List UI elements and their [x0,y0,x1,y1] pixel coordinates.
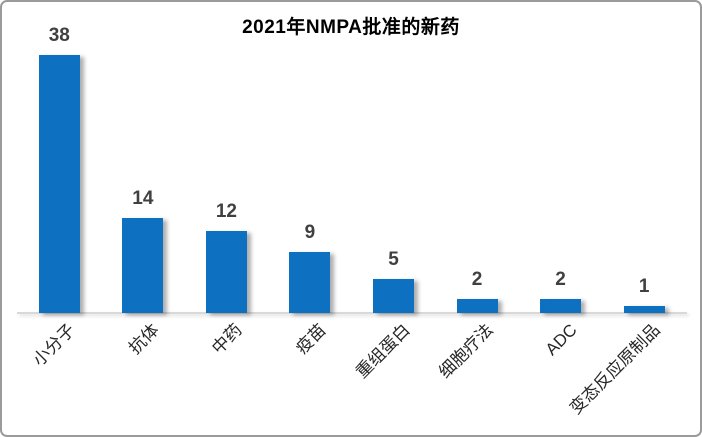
bar [456,299,498,313]
bar [289,252,331,313]
value-label: 14 [132,188,154,209]
category-label: 中药 [208,320,247,358]
bar [205,231,247,313]
category-label: 细胞疗法 [435,320,497,382]
value-label: 1 [638,276,650,297]
bar [373,279,414,313]
value-label: 2 [471,269,483,290]
value-label: 2 [555,269,566,290]
value-label: 9 [304,222,316,243]
category-label: 重组蛋白 [351,320,414,382]
value-label: 38 [48,25,70,46]
bar [623,306,665,313]
x-axis-line [17,312,687,314]
category-label: 疫苗 [292,320,330,358]
category-label: 变态反应原制品 [566,320,664,418]
category-label: ADC [541,320,581,360]
bar [38,55,80,313]
category-label: 小分子 [29,320,80,370]
category-label: 抗体 [125,320,163,358]
bar [122,218,164,313]
value-label: 5 [388,249,399,270]
value-label: 12 [215,201,237,222]
chart-title: 2021年NMPA批准的新药 [242,17,460,38]
bar [540,299,582,313]
